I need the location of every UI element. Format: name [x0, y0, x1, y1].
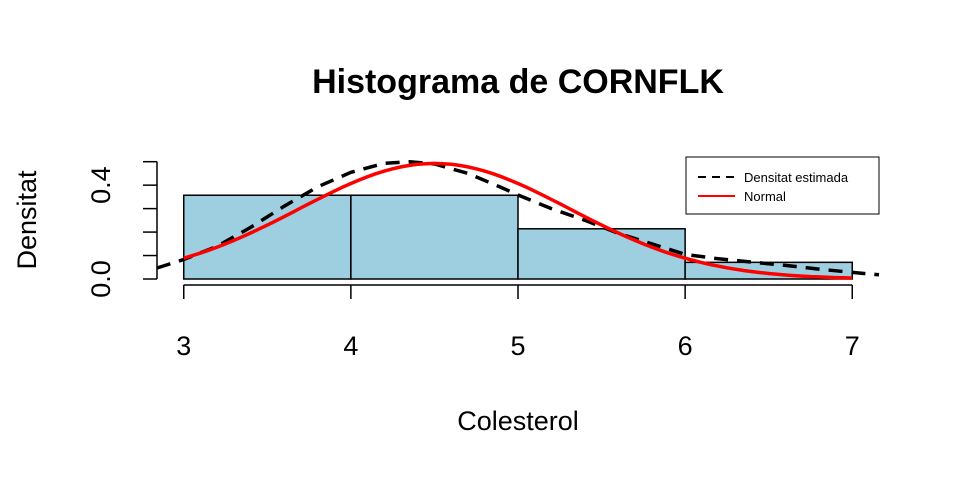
histogram-bar-3: [517, 228, 686, 280]
normal-curve-line: [183, 161, 853, 280]
y-tick-label-1: 0.4: [86, 166, 116, 204]
x-tick-label-6: 6: [678, 331, 693, 361]
x-tick-label-5: 5: [510, 331, 525, 361]
histogram-bar-2: [350, 194, 519, 280]
legend-label-normal: Normal: [744, 189, 786, 204]
chart-title: Histograma de CORNFLK: [312, 63, 724, 101]
legend-label-densitat-estimada: Densitat estimada: [744, 170, 849, 185]
legend: Densitat estimada Normal: [685, 156, 880, 215]
y-tick-label-0: 0.0: [86, 260, 116, 298]
y-axis: 0.0 0.4: [86, 160, 158, 298]
histogram-bar-1: [182, 194, 352, 280]
x-axis: 3 4 5 6 7: [176, 284, 860, 361]
x-tick-label-7: 7: [845, 331, 860, 361]
density-curves: [156, 159, 880, 280]
x-tick-label-3: 3: [176, 331, 191, 361]
x-axis-label: Colesterol: [457, 406, 579, 436]
x-tick-label-4: 4: [343, 331, 358, 361]
legend-box: [685, 156, 880, 215]
y-axis-label: Densitat: [12, 170, 42, 270]
